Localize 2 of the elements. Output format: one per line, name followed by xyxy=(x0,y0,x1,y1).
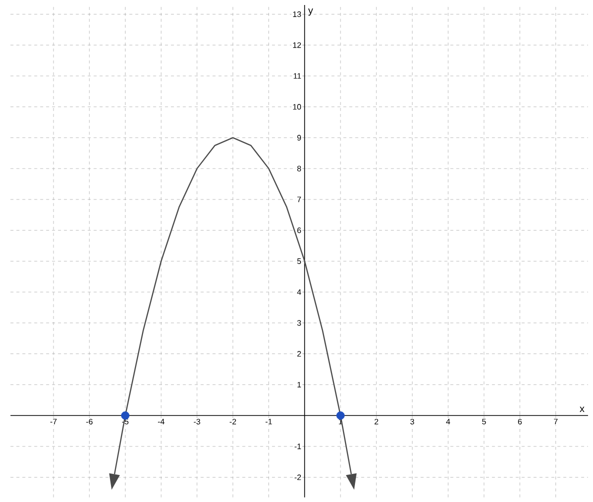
y-axis-title: y xyxy=(308,8,314,16)
x-axis-title: x xyxy=(580,406,584,412)
